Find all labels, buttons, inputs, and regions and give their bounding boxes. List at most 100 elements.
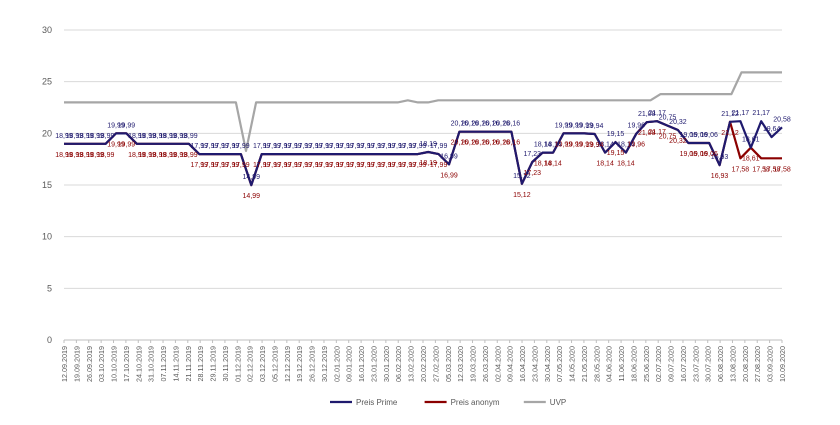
data-label: 17,99 <box>232 143 250 150</box>
data-label: 15,12 <box>513 173 531 180</box>
x-tick-label: 12.09.2019 <box>60 346 69 382</box>
data-label: 18,99 <box>149 133 167 140</box>
data-label: 18,99 <box>97 152 115 159</box>
x-tick-label: 16.01.2020 <box>357 346 366 382</box>
data-label: 18,14 <box>596 142 614 149</box>
data-label: 17,99 <box>201 162 219 169</box>
x-tick-label: 26.12.2019 <box>308 346 317 382</box>
data-label: 17,99 <box>399 143 417 150</box>
data-label: 19,15 <box>607 150 625 157</box>
x-tick-label: 20.02.2020 <box>419 346 428 382</box>
data-label: 18,99 <box>76 133 94 140</box>
y-tick-label: 5 <box>47 283 52 293</box>
x-tick-label: 20.08.2020 <box>741 346 750 382</box>
x-axis: 12.09.2019 19.09.2019 26.09.2019 03.10.2019… <box>60 339 787 382</box>
y-axis: 0 5 10 15 20 25 30 <box>42 25 52 345</box>
data-label: 19,99 <box>107 141 125 148</box>
x-tick-label: 14.05.2020 <box>568 346 577 382</box>
x-tick-label: 26.09.2019 <box>85 346 94 382</box>
data-label: 18,99 <box>128 133 146 140</box>
data-label: 17,99 <box>274 143 292 150</box>
data-label: 19,99 <box>576 141 594 148</box>
data-label: 16,99 <box>440 172 458 179</box>
data-label: 17,99 <box>409 143 427 150</box>
x-tick-label: 12.12.2019 <box>283 346 292 382</box>
x-tick-label: 27.02.2020 <box>431 346 440 382</box>
data-label: 17,99 <box>232 162 250 169</box>
data-label: 19,99 <box>118 141 136 148</box>
x-tick-label: 18.06.2020 <box>629 346 638 382</box>
data-label: 20,16 <box>461 140 479 147</box>
x-tick-label: 30.04.2020 <box>543 346 552 382</box>
data-label: 20,32 <box>669 119 687 126</box>
x-tick-label: 07.11.2019 <box>159 346 168 381</box>
data-label: 17,58 <box>773 166 791 173</box>
x-tick-label: 05.12.2019 <box>270 346 279 382</box>
data-label: 20,75 <box>659 134 677 141</box>
x-tick-label: 28.11.2019 <box>196 346 205 381</box>
x-tick-label: 02.04.2020 <box>493 346 502 382</box>
data-label: 17,99 <box>367 162 385 169</box>
y-tick-label: 0 <box>47 335 52 345</box>
data-label: 17,58 <box>752 166 770 173</box>
x-tick-label: 23.07.2020 <box>691 346 700 382</box>
data-label: 19,06 <box>700 151 718 158</box>
data-label: 21,17 <box>648 110 666 117</box>
x-tick-label: 26.03.2020 <box>481 346 490 382</box>
series-line-uvp <box>64 71 782 152</box>
data-label: 17,99 <box>347 143 365 150</box>
data-label: 19,06 <box>680 151 698 158</box>
data-label: 19,99 <box>576 122 594 129</box>
x-tick-label: 19.09.2019 <box>72 346 81 382</box>
data-label: 15,12 <box>513 192 531 199</box>
data-label: 18,99 <box>128 152 146 159</box>
data-label: 17,99 <box>191 143 209 150</box>
data-label: 19,99 <box>555 141 573 148</box>
data-label: 17,99 <box>430 143 448 150</box>
data-label: 18,99 <box>55 133 73 140</box>
x-tick-label: 25.06.2020 <box>642 346 651 382</box>
x-tick-label: 21.05.2020 <box>580 346 589 382</box>
x-tick-label: 01.12.2019 <box>233 346 242 382</box>
data-label: 18,99 <box>170 133 188 140</box>
data-label: 16,99 <box>440 153 458 160</box>
data-label: 17,99 <box>357 162 375 169</box>
data-label: 17,99 <box>253 143 271 150</box>
data-labels-layer: 18,9918,9918,9918,9918,9919,9919,9918,99… <box>55 110 791 200</box>
data-label: 17,99 <box>222 143 240 150</box>
data-label: 17,99 <box>315 143 333 150</box>
data-label: 18,99 <box>149 152 167 159</box>
data-label: 17,99 <box>305 162 323 169</box>
data-label: 18,14 <box>596 161 614 168</box>
data-label: 16,93 <box>711 154 729 161</box>
data-label: 19,99 <box>565 122 583 129</box>
data-label: 18,14 <box>617 142 635 149</box>
x-tick-label: 30.12.2019 <box>320 346 329 382</box>
data-label: 18,61 <box>742 137 760 144</box>
data-label: 21,08 <box>638 130 656 137</box>
x-tick-label: 10.09.2020 <box>778 346 787 382</box>
x-tick-label: 03.10.2019 <box>97 346 106 382</box>
data-label: 17,23 <box>523 170 541 177</box>
data-label: 20,16 <box>482 140 500 147</box>
x-tick-label: 07.05.2020 <box>555 346 564 382</box>
data-label: 17,23 <box>523 151 541 158</box>
data-label: 18,99 <box>170 152 188 159</box>
data-label: 17,99 <box>305 143 323 150</box>
x-tick-label: 06.08.2020 <box>716 346 725 382</box>
data-label: 18,99 <box>159 152 177 159</box>
data-label: 17,99 <box>263 162 281 169</box>
x-tick-label: 13.02.2020 <box>407 346 416 382</box>
grid-layer <box>64 29 782 289</box>
data-label: 20,16 <box>471 140 489 147</box>
data-label: 18,19 <box>419 141 437 148</box>
series-layer <box>64 71 783 187</box>
data-label: 19,06 <box>680 132 698 139</box>
data-label: 17,99 <box>253 162 271 169</box>
legend: Preis Prime Preis anonym UVP <box>330 398 566 407</box>
x-tick-label: 19.12.2019 <box>295 346 304 382</box>
data-label: 18,99 <box>76 152 94 159</box>
data-label: 17,99 <box>399 162 417 169</box>
x-tick-label: 24.10.2019 <box>134 346 143 382</box>
data-label: 17,99 <box>378 162 396 169</box>
